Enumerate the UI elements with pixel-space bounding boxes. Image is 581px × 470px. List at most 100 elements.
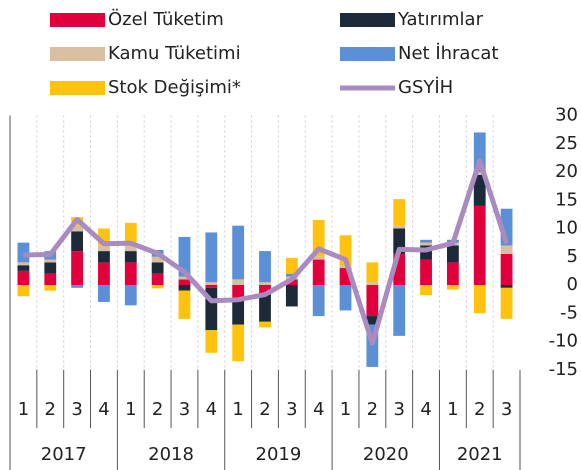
bar — [44, 273, 57, 285]
bar — [393, 199, 406, 226]
line — [23, 158, 509, 346]
x-group-label: 2019 — [256, 444, 302, 465]
legend-label: GSYİH — [398, 77, 453, 98]
x-group-label: 2017 — [41, 444, 87, 465]
bar — [259, 293, 271, 322]
bar — [420, 239, 432, 243]
bar — [366, 316, 379, 325]
bar — [151, 262, 164, 274]
x-tick-label: 1 — [340, 399, 351, 420]
bar — [500, 245, 513, 254]
y-tick-label: -10 — [549, 331, 578, 352]
legend-swatch — [340, 13, 395, 27]
bar — [124, 251, 137, 263]
bar — [178, 285, 191, 291]
bar — [473, 285, 486, 314]
bar — [312, 256, 325, 260]
bar — [98, 251, 110, 263]
bar — [232, 279, 245, 285]
y-tick-label: -5 — [560, 302, 578, 323]
bar — [500, 253, 513, 285]
bar — [393, 285, 406, 336]
bar — [232, 285, 245, 300]
bar — [17, 285, 30, 297]
bar — [339, 285, 352, 311]
bar — [500, 208, 513, 246]
x-tick-label: 4 — [98, 399, 109, 420]
bar — [151, 256, 164, 263]
bar — [366, 324, 379, 367]
bar — [205, 287, 218, 331]
x-tick-label: 3 — [179, 399, 190, 420]
bar — [44, 285, 57, 291]
legend-label: Yatırımlar — [397, 9, 484, 30]
bar — [205, 282, 218, 285]
bar — [312, 220, 325, 257]
x-group-label: 2018 — [148, 444, 194, 465]
bar — [17, 242, 30, 263]
bar — [232, 324, 245, 362]
bar — [500, 285, 513, 288]
x-tick-label: 2 — [152, 399, 163, 420]
bar — [44, 259, 57, 263]
bar — [366, 262, 379, 283]
x-tick-label: 3 — [501, 399, 512, 420]
bar — [178, 276, 191, 280]
bar — [71, 285, 84, 288]
bar — [446, 245, 459, 263]
legend-label: Stok Değişimi* — [108, 77, 241, 98]
bar — [420, 259, 432, 285]
bar — [366, 282, 379, 285]
bar — [420, 285, 432, 296]
bar — [285, 285, 298, 307]
bar — [259, 251, 271, 283]
bar — [205, 330, 218, 353]
bar — [285, 273, 298, 277]
bar — [473, 174, 486, 206]
bar — [98, 262, 110, 285]
bar — [420, 245, 432, 260]
x-tick-label: 3 — [393, 399, 404, 420]
bar — [339, 268, 352, 285]
bar — [98, 285, 110, 302]
y-tick-label: 10 — [555, 218, 578, 239]
bar — [500, 287, 513, 319]
bar — [98, 245, 110, 252]
legend-swatch — [340, 47, 395, 61]
x-tick-label: 4 — [206, 399, 217, 420]
bar — [339, 235, 352, 266]
legend-label: Kamu Tüketimi — [108, 43, 241, 64]
bar — [17, 265, 30, 271]
bar — [178, 290, 191, 319]
x-tick-label: 2 — [45, 399, 56, 420]
bar — [259, 282, 271, 285]
bar — [17, 270, 30, 285]
bar — [151, 285, 164, 289]
bar — [71, 231, 84, 252]
bar — [44, 262, 57, 274]
bar — [259, 321, 271, 328]
x-tick-label: 1 — [18, 399, 29, 420]
bar — [393, 228, 406, 254]
x-tick-label: 1 — [125, 399, 136, 420]
x-group-label: 2021 — [457, 444, 503, 465]
bar — [205, 232, 218, 283]
legend-swatch — [50, 13, 105, 27]
bar — [232, 299, 245, 325]
bar — [420, 242, 432, 246]
x-tick-label: 3 — [286, 399, 297, 420]
y-tick-label: 20 — [555, 161, 578, 182]
bar — [232, 225, 245, 280]
bar — [71, 251, 84, 285]
bar — [446, 285, 459, 290]
x-tick-label: 2 — [259, 399, 270, 420]
x-tick-label: 2 — [474, 399, 485, 420]
legend-swatch — [50, 81, 105, 95]
legend-swatch — [50, 47, 105, 61]
bar — [205, 285, 218, 288]
bar — [17, 262, 30, 266]
x-tick-label: 4 — [420, 399, 431, 420]
x-tick-label: 1 — [447, 399, 458, 420]
bar — [473, 205, 486, 285]
